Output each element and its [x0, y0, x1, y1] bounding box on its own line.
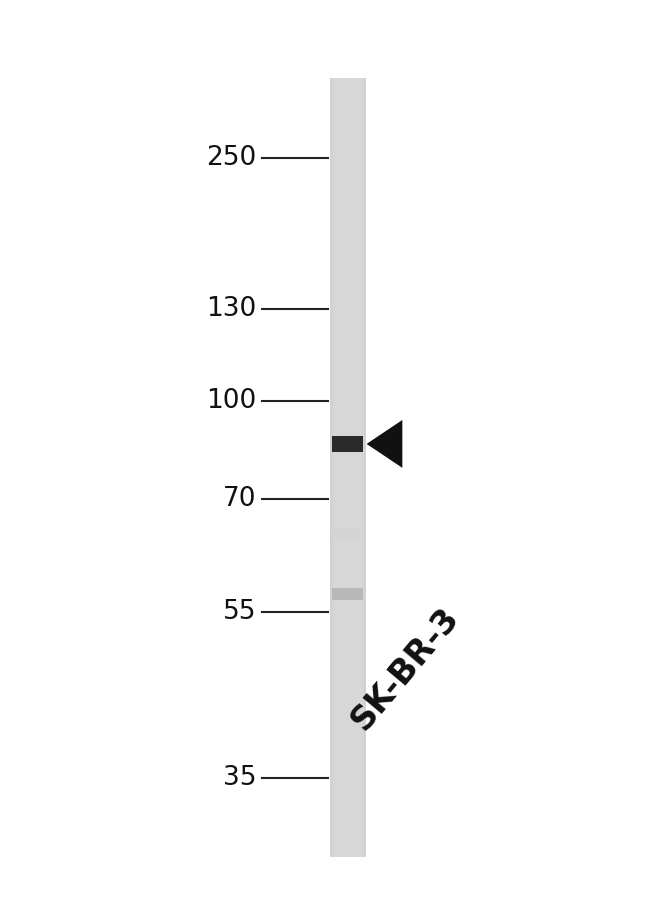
Text: 130: 130 [207, 296, 257, 321]
Text: 35: 35 [223, 765, 257, 791]
Text: 55: 55 [223, 600, 257, 625]
Text: SK-BR-3: SK-BR-3 [344, 600, 466, 736]
Text: 100: 100 [207, 388, 257, 414]
Bar [332, 588, 363, 600]
Bar [330, 78, 365, 857]
Polygon shape [367, 420, 402, 468]
Text: 250: 250 [207, 146, 257, 171]
Bar [334, 529, 361, 540]
Text: 70: 70 [223, 486, 257, 512]
Bar [333, 78, 363, 857]
Bar [332, 436, 363, 452]
